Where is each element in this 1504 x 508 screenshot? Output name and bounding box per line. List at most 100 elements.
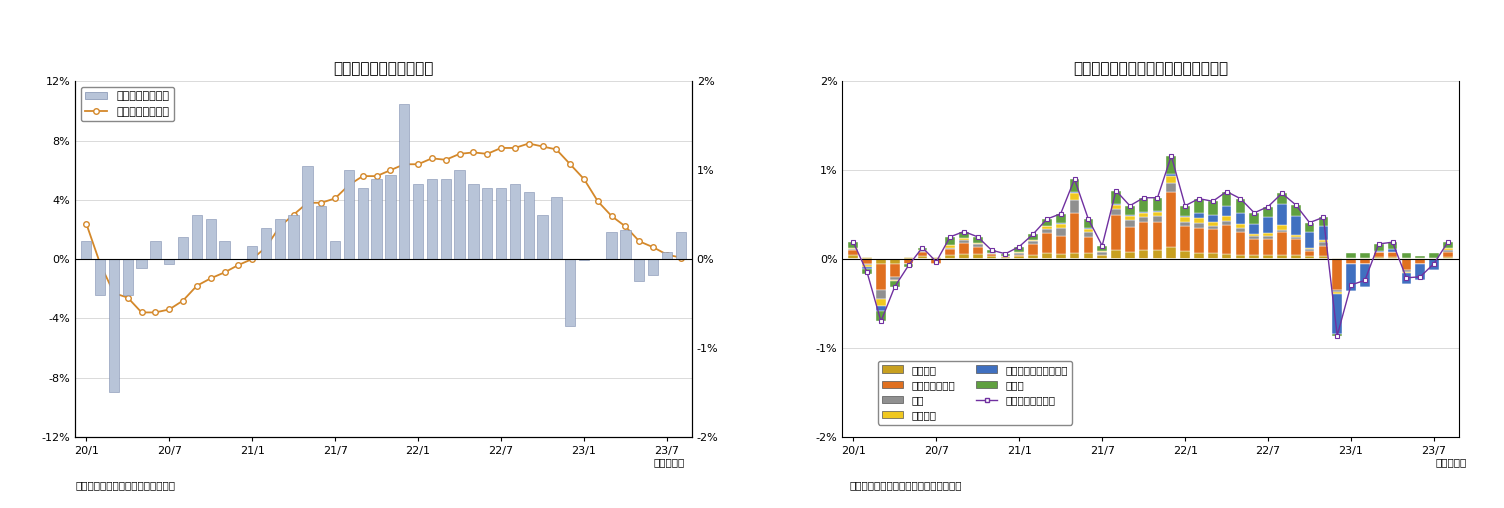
- Bar: [1388, 242, 1397, 249]
- Bar: [1056, 223, 1065, 224]
- Bar: [1208, 221, 1218, 226]
- Bar: [206, 219, 217, 259]
- Bar: [1360, 258, 1370, 259]
- Bar: [1042, 226, 1051, 229]
- Bar: [275, 219, 286, 259]
- Bar: [427, 179, 438, 259]
- Bar: [1305, 223, 1314, 232]
- Bar: [1402, 270, 1411, 271]
- Bar: [260, 228, 271, 259]
- Bar: [1111, 204, 1120, 205]
- Bar: [1290, 235, 1301, 237]
- Bar: [1069, 179, 1080, 193]
- Bar: [1277, 204, 1287, 226]
- Bar: [1250, 255, 1259, 259]
- Bar: [1319, 226, 1328, 240]
- Bar: [1152, 216, 1163, 221]
- Bar: [1083, 232, 1093, 237]
- Bar: [1069, 193, 1080, 201]
- Bar: [1263, 207, 1272, 217]
- Bar: [1069, 213, 1080, 253]
- Bar: [917, 251, 928, 252]
- Bar: [1181, 221, 1190, 226]
- Bar: [1181, 226, 1190, 251]
- Bar: [987, 253, 997, 254]
- Bar: [1125, 206, 1134, 214]
- Bar: [1388, 252, 1397, 258]
- Bar: [150, 241, 161, 259]
- Bar: [606, 233, 617, 259]
- Bar: [1194, 218, 1203, 223]
- Bar: [848, 249, 859, 250]
- Bar: [1194, 228, 1203, 253]
- Bar: [1221, 206, 1232, 216]
- Bar: [1429, 259, 1439, 270]
- Bar: [1069, 201, 1080, 213]
- Bar: [987, 257, 997, 259]
- Bar: [1125, 227, 1134, 252]
- Bar: [1139, 221, 1149, 250]
- Bar: [358, 188, 368, 259]
- Bar: [848, 250, 859, 255]
- Bar: [862, 265, 872, 267]
- Bar: [1346, 258, 1357, 259]
- Bar: [1346, 253, 1357, 258]
- Bar: [399, 104, 409, 259]
- Bar: [1056, 254, 1065, 259]
- Bar: [1152, 198, 1163, 211]
- Bar: [220, 241, 230, 259]
- Text: （資料）日本銀行「企業物価指数」: （資料）日本銀行「企業物価指数」: [75, 480, 174, 490]
- Text: （年・月）: （年・月）: [653, 457, 684, 467]
- Bar: [862, 269, 872, 274]
- Bar: [973, 254, 982, 259]
- Bar: [1167, 176, 1176, 183]
- Bar: [1221, 254, 1232, 259]
- Bar: [931, 259, 942, 264]
- Bar: [1290, 205, 1301, 215]
- Legend: 化学製品, 石油・石炭製品, 鉄鋼, 非鉄金属, 電力・都市ガス・水道, その他, 総平均（前月比）: 化学製品, 石油・石炭製品, 鉄鋼, 非鉄金属, 電力・都市ガス・水道, その他…: [878, 361, 1072, 425]
- Bar: [1014, 255, 1024, 256]
- Bar: [1333, 292, 1342, 294]
- Bar: [1167, 192, 1176, 247]
- Bar: [385, 175, 396, 259]
- Bar: [1221, 216, 1232, 221]
- Bar: [1083, 219, 1093, 228]
- Bar: [1250, 236, 1259, 239]
- Bar: [1319, 240, 1328, 242]
- Title: 国内企業物価指数の前月比寄与度分解: 国内企業物価指数の前月比寄与度分解: [1072, 61, 1229, 76]
- Bar: [371, 179, 382, 259]
- Bar: [1277, 194, 1287, 204]
- Bar: [191, 214, 202, 259]
- Bar: [1333, 294, 1342, 334]
- Bar: [1333, 334, 1342, 336]
- Bar: [579, 259, 590, 260]
- Bar: [1069, 253, 1080, 259]
- Bar: [945, 237, 955, 245]
- Bar: [1098, 255, 1107, 259]
- Bar: [862, 258, 872, 259]
- Bar: [960, 243, 969, 254]
- Bar: [987, 254, 997, 257]
- Bar: [247, 246, 257, 259]
- Bar: [917, 252, 928, 257]
- Bar: [1098, 251, 1107, 252]
- Bar: [973, 243, 982, 244]
- Bar: [1402, 271, 1411, 273]
- Bar: [1056, 236, 1065, 254]
- Bar: [1319, 242, 1328, 246]
- Bar: [877, 290, 886, 299]
- Bar: [1236, 255, 1245, 259]
- Bar: [890, 264, 899, 277]
- Bar: [164, 259, 174, 264]
- Bar: [1029, 240, 1038, 241]
- Bar: [1415, 258, 1424, 259]
- Bar: [1277, 230, 1287, 233]
- Bar: [960, 240, 969, 243]
- Bar: [1402, 273, 1411, 284]
- Bar: [1360, 253, 1370, 258]
- Bar: [1139, 217, 1149, 221]
- Bar: [468, 183, 478, 259]
- Bar: [675, 233, 686, 259]
- Bar: [1000, 258, 1011, 259]
- Bar: [1333, 259, 1342, 290]
